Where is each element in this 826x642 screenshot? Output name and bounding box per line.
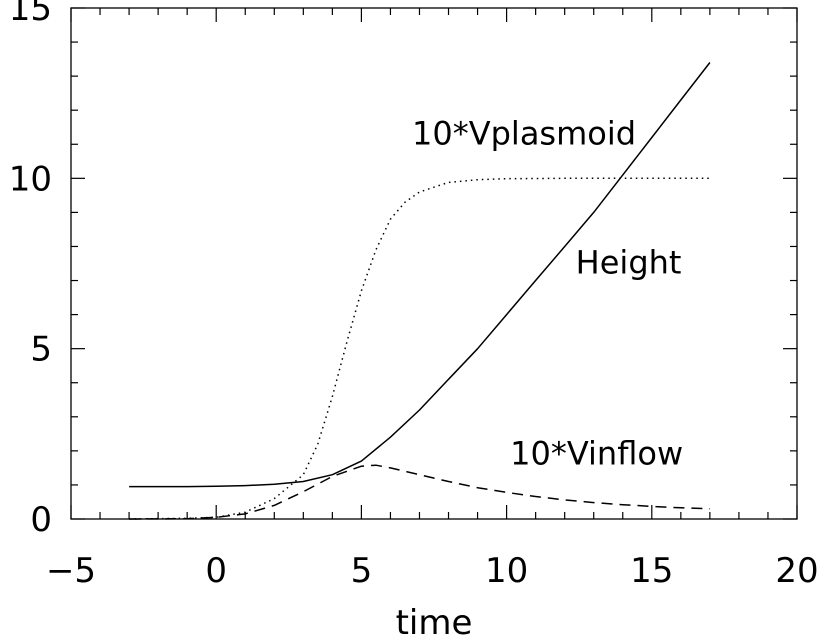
x-tick-label: 20 — [775, 551, 818, 591]
y-tick-label: 0 — [30, 500, 52, 540]
y-tick-label: 5 — [30, 330, 52, 370]
axis-ticks — [70, 7, 798, 520]
annotation-label: 10*Vplasmoid — [412, 114, 636, 152]
annotations: 10*Vplasmoid Height 10*Vinflow — [412, 114, 683, 472]
tick-labels: −5 0 5 10 15 20 0 5 10 15 — [9, 0, 819, 591]
annotation-label: 10*Vinflow — [510, 434, 683, 472]
x-tick-label: 15 — [630, 551, 673, 591]
series-line-height — [129, 62, 711, 488]
x-tick-label: −5 — [46, 551, 96, 591]
x-tick-label: 0 — [205, 551, 227, 591]
series-line-10-vplasmoid — [129, 177, 710, 520]
series-line-10-vinflow — [129, 464, 710, 520]
plot-frame — [70, 7, 798, 520]
x-tick-label: 10 — [485, 551, 528, 591]
y-tick-label: 15 — [9, 0, 52, 29]
x-axis-title: time — [396, 603, 473, 642]
annotation-label: Height — [576, 244, 682, 282]
x-tick-label: 5 — [351, 551, 373, 591]
y-tick-label: 10 — [9, 159, 52, 199]
series-lines — [129, 62, 711, 520]
